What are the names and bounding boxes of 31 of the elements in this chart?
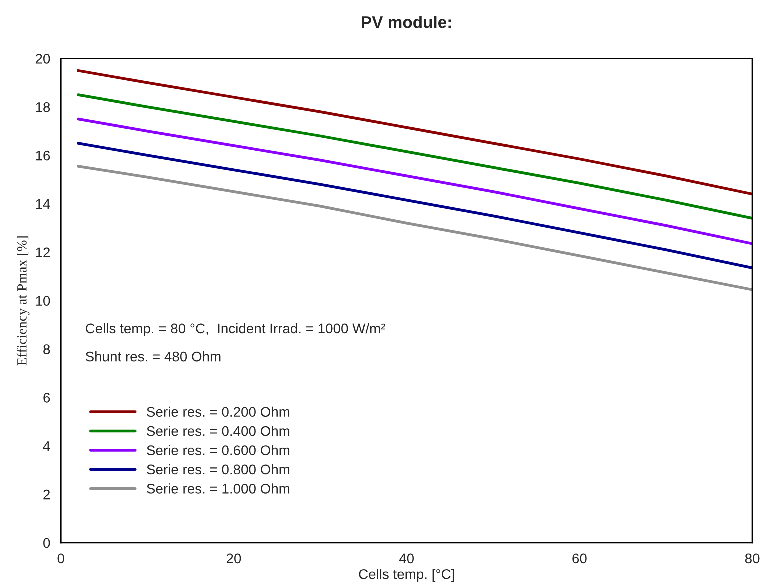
chart-title: PV module: (362, 16, 452, 28)
y-tick-label: 0 (44, 538, 50, 548)
line-series (77, 118, 753, 246)
y-tick-label: 20 (36, 54, 50, 64)
x-tick-label: 80 (745, 554, 760, 564)
y-tick-label: 16 (36, 150, 50, 161)
y-tick-label: 4 (43, 442, 50, 452)
x-axis-title: Cells temp. [°C] (359, 569, 454, 582)
y-axis-title: Efficiency at Pmax [%] (16, 236, 30, 366)
y-tick-label: 6 (44, 393, 50, 403)
legend-label: Serie res. = 0.200 Ohm (147, 406, 290, 418)
x-tick-label: 20 (226, 554, 242, 564)
line-series (77, 94, 753, 220)
y-tick-label: 10 (36, 296, 50, 306)
line-series (77, 165, 753, 292)
y-tick-label: 2 (44, 490, 50, 500)
line-series (77, 69, 753, 196)
legend-label: Serie res. = 0.400 Ohm (147, 426, 290, 436)
x-tick-label: 40 (399, 554, 414, 564)
legend-label: Serie res. = 0.600 Ohm (147, 445, 290, 456)
y-tick-label: 14 (36, 199, 50, 210)
line-series (77, 142, 753, 270)
y-tick-label: 12 (36, 248, 50, 258)
y-tick-label: 18 (36, 102, 50, 112)
y-tick-label: 8 (44, 344, 50, 354)
x-tick-label: 0 (58, 554, 64, 564)
annotation: Cells temp. = 80 °C, Incident Irrad. = 1000 W/m² (86, 323, 386, 336)
x-tick-label: 60 (572, 554, 587, 564)
annotation: Shunt res. = 480 Ohm (86, 352, 221, 362)
legend-label: Serie res. = 1.000 Ohm (147, 484, 290, 494)
legend-label: Serie res. = 0.800 Ohm (147, 464, 290, 475)
